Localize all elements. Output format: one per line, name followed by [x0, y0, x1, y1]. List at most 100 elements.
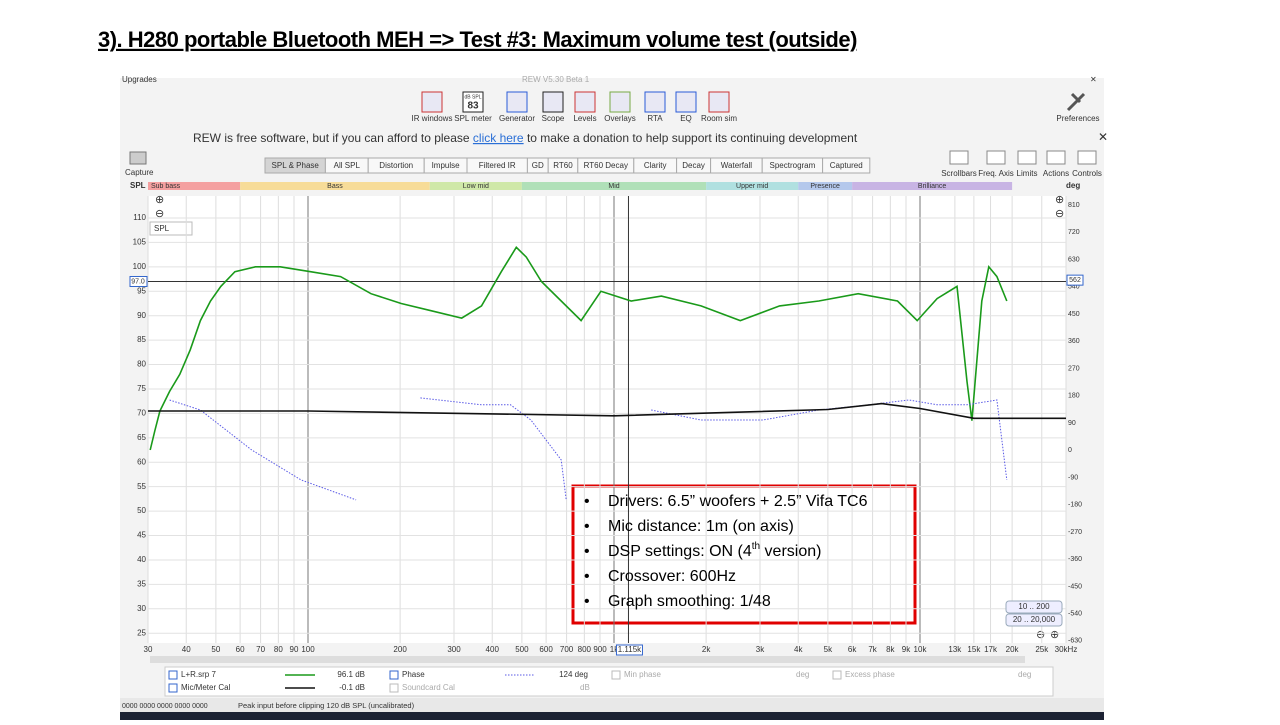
legend-value: -0.1 dB — [339, 683, 365, 692]
legend-unit: dB — [580, 683, 590, 692]
tool-button[interactable]: Room sim — [701, 114, 737, 123]
x-tick-label: 20k — [1006, 645, 1020, 654]
tool-icon — [574, 91, 596, 113]
preferences[interactable]: Preferences — [1056, 114, 1099, 123]
zoom-in[interactable]: ⊕ — [1050, 629, 1059, 641]
tab[interactable] — [822, 157, 871, 174]
bullet: DSP settings: ON (4th version) — [608, 541, 821, 561]
tab-label: Filtered IR — [479, 161, 516, 170]
close-banner[interactable]: ✕ — [1098, 130, 1108, 144]
capture-icon — [129, 151, 147, 165]
x-tick-label: 30kHz — [1055, 645, 1078, 654]
zoom-in[interactable]: ⊕ — [1055, 194, 1064, 206]
y-axis-label: SPL — [130, 181, 146, 190]
checkbox[interactable] — [168, 670, 178, 680]
x-tick-label: 700 — [560, 645, 574, 654]
x-tick-label: 6k — [848, 645, 857, 654]
bullet-text: Graph smoothing: 1/48 — [608, 593, 771, 610]
x-tick-label: 300 — [447, 645, 461, 654]
x-tick-label: 600 — [539, 645, 553, 654]
range-label: 20 .. 20,000 — [1013, 615, 1056, 624]
status-bar — [120, 698, 1104, 712]
zoom-out[interactable]: ⊖ — [1055, 208, 1064, 220]
close[interactable]: ✕ — [1090, 75, 1097, 84]
bullet: Graph smoothing: 1/48 — [608, 593, 771, 610]
tool-button[interactable]: Generator — [499, 114, 535, 123]
legend-name: Mic/Meter Cal — [181, 683, 231, 692]
tool-button[interactable]: Levels — [573, 114, 596, 123]
x-tick-label: 30 — [144, 645, 153, 654]
x-tick-label: 25k — [1035, 645, 1049, 654]
tool-icon — [708, 91, 730, 113]
tool-button[interactable]: RTA — [647, 114, 663, 123]
status-meters: 0000 0000 0000 0000 0000 — [122, 703, 208, 710]
y-tick-label: 70 — [137, 409, 146, 418]
series-line — [149, 246, 1008, 451]
tool-button[interactable]: Overlays — [604, 114, 636, 123]
checkbox[interactable] — [611, 670, 621, 680]
tool-icon — [542, 91, 564, 113]
band — [521, 182, 707, 190]
x-tick-label: 800 — [578, 645, 592, 654]
y2-tick-label: -540 — [1068, 610, 1082, 617]
tab-label: GD — [532, 161, 544, 170]
tool-icon — [1017, 150, 1037, 165]
scrollbar[interactable] — [150, 656, 1025, 663]
x-tick-label: 4k — [794, 645, 803, 654]
tool-button[interactable]: Limits — [1017, 169, 1038, 178]
y-tick-label: 30 — [137, 604, 146, 613]
tab-label: Waterfall — [721, 161, 752, 170]
band-label: Sub bass — [151, 183, 181, 190]
tool-button[interactable]: Scrollbars — [941, 169, 977, 178]
checkbox[interactable] — [389, 683, 399, 693]
y2-tick-label: -360 — [1068, 556, 1082, 563]
tool-button[interactable]: Freq. Axis — [978, 169, 1014, 178]
checkbox[interactable] — [168, 683, 178, 693]
bullet-dot: • — [584, 568, 590, 585]
band-label: Brilliance — [918, 183, 947, 190]
x-tick-label: 17k — [984, 645, 998, 654]
y-tick-label: 110 — [133, 213, 146, 222]
band-label: Low mid — [463, 183, 489, 190]
range-button[interactable] — [1005, 613, 1063, 627]
band-label: Mid — [608, 183, 619, 190]
tool-button[interactable]: EQ — [680, 114, 692, 123]
tool-icon — [609, 91, 631, 113]
range-label: 10 .. 200 — [1018, 602, 1050, 611]
menu: Upgrades — [122, 75, 157, 84]
x-tick-label: 90 — [290, 645, 299, 654]
zoom-in[interactable]: ⊕ — [155, 194, 164, 206]
x-tick-label: 50 — [211, 645, 220, 654]
zoom-out[interactable]: ⊖ — [155, 208, 164, 220]
tool-icon — [986, 150, 1006, 165]
tab-label: Captured — [830, 161, 863, 170]
checkbox[interactable] — [832, 670, 842, 680]
x-tick-label: 7k — [868, 645, 877, 654]
donation-link[interactable]: click here — [473, 131, 524, 145]
bullet-text: Drivers: 6.5” woofers + 2.5” Vifa TC6 — [608, 493, 868, 510]
series-line — [148, 402, 1066, 420]
notes-box — [571, 484, 917, 625]
checkbox[interactable] — [389, 670, 399, 680]
band-label: Presence — [810, 183, 840, 190]
bullet-text: DSP settings: ON (4 — [608, 543, 752, 560]
zoom-out[interactable]: ⊖ — [1036, 629, 1045, 641]
legend-name: L+R.srp 7 — [181, 670, 216, 679]
x-tick-label: 10k — [914, 645, 928, 654]
band — [240, 182, 430, 190]
tab-label: RT60 Decay — [584, 161, 628, 170]
range-button[interactable] — [1005, 600, 1063, 614]
selector[interactable] — [149, 221, 193, 236]
tool-button[interactable]: Actions — [1043, 169, 1069, 178]
tool-button[interactable]: SPL meter — [454, 114, 492, 123]
capture[interactable]: Capture — [125, 168, 154, 177]
x-tick-label: 9k — [902, 645, 911, 654]
tab-label: Impulse — [432, 161, 461, 170]
bullet-sup: th — [752, 541, 760, 552]
tool-button[interactable]: Controls — [1072, 169, 1102, 178]
tool-button[interactable]: IR windows — [412, 114, 453, 123]
y-tick-label: 85 — [137, 335, 146, 344]
tool-button[interactable]: Scope — [542, 114, 565, 123]
tool-icon — [506, 91, 528, 113]
y-tick-label: 25 — [137, 628, 146, 637]
